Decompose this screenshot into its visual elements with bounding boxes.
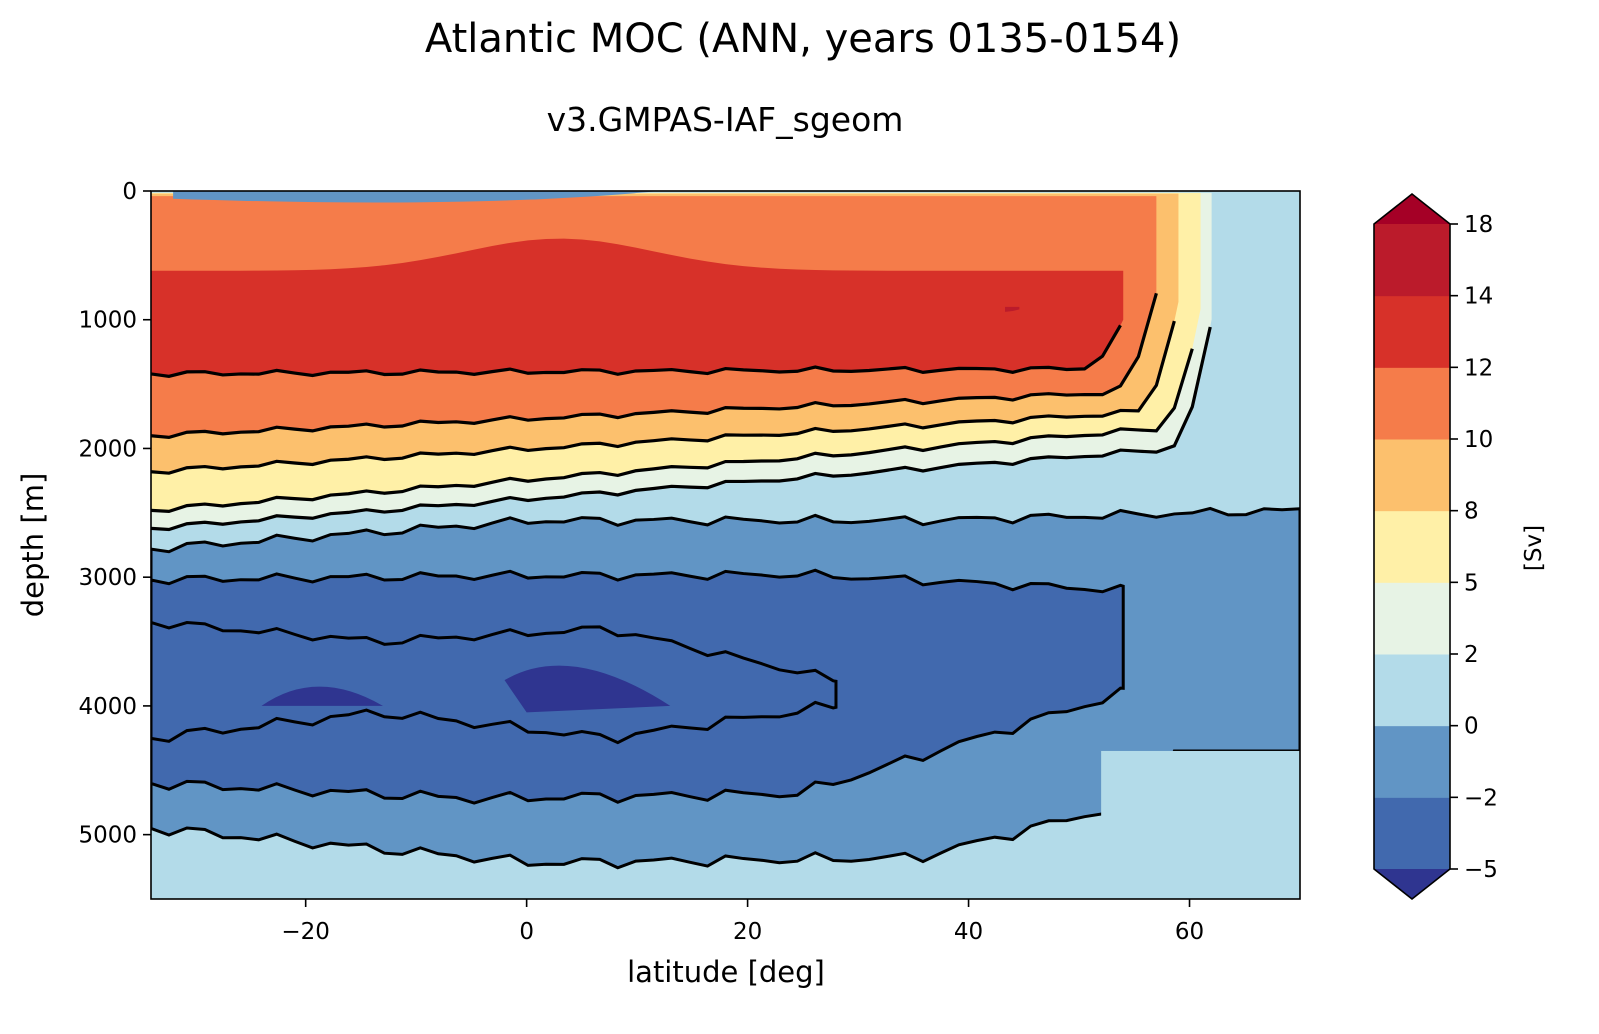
y-axis-label: depth [m] [16,473,50,618]
colorbar-tick-label: −2 [1464,785,1498,811]
bottom-water-band [1101,750,1300,899]
upper-cell-band-5 [1005,306,1020,312]
colorbar-segment [1374,725,1450,798]
colorbar-tick-label: 18 [1464,212,1493,238]
colorbar-segment [1374,797,1450,870]
plot-area [151,191,1300,899]
chart-subtitle: v3.GMPAS-IAF_sgeom [547,100,904,139]
contour-line-1 [151,348,1194,514]
colorbar-label: [Sv] [1521,525,1547,571]
x-tick-label: 20 [733,919,762,945]
y-tick-label: 0 [122,179,137,205]
colorbar-tick-label: −5 [1464,857,1498,883]
abyssal-band-2 [151,620,838,745]
colorbar-segment [1374,224,1450,297]
colorbar-tick-label: 5 [1464,570,1479,596]
y-axis: 0 1000 2000 3000 4000 5000 [78,179,151,849]
x-axis-label: latitude [deg] [627,955,825,989]
contour-line-0 [151,326,1212,532]
colorbar-tick-label: 2 [1464,642,1479,668]
contour-line-4 [151,324,1122,378]
colorbar-segment [1374,510,1450,583]
colorbar: −5 −2 0 2 5 8 10 12 14 18 [1373,192,1498,901]
surface-negative-patch [173,191,660,203]
y-tick-label: 1000 [78,308,137,334]
contour-line-2 [151,320,1176,475]
colorbar-tick-label: 10 [1464,427,1493,453]
colorbar-segment [1374,654,1450,727]
colorbar-segment [1374,367,1450,440]
plot-frame [150,190,1301,900]
colorbar-segment [1374,295,1450,368]
x-axis: −20 0 20 40 60 [281,899,1204,945]
colorbar-under-triangle [1374,869,1450,899]
colorbar-segment [1374,439,1450,512]
x-tick-label: 40 [954,919,983,945]
y-tick-label: 5000 [78,823,137,849]
colorbar-tick-label: 14 [1464,284,1493,310]
colorbar-tick-label: 8 [1464,499,1479,525]
contour-line-3 [151,292,1158,440]
x-tick-label: −20 [281,919,330,945]
x-tick-label: 0 [519,919,534,945]
x-tick-label: 60 [1175,919,1204,945]
upper-cell-band-4 [151,238,1124,377]
colorbar-segment [1374,582,1450,655]
y-tick-label: 3000 [78,565,137,591]
colorbar-tick-label: 0 [1464,714,1479,740]
chart-title: Atlantic MOC (ANN, years 0135-0154) [425,16,1181,62]
colorbar-over-triangle [1374,194,1450,224]
abyssal-minimum-patch-0 [261,665,671,713]
colorbar-tick-label: 12 [1464,355,1493,381]
y-tick-label: 2000 [78,436,137,462]
y-tick-label: 4000 [78,694,137,720]
